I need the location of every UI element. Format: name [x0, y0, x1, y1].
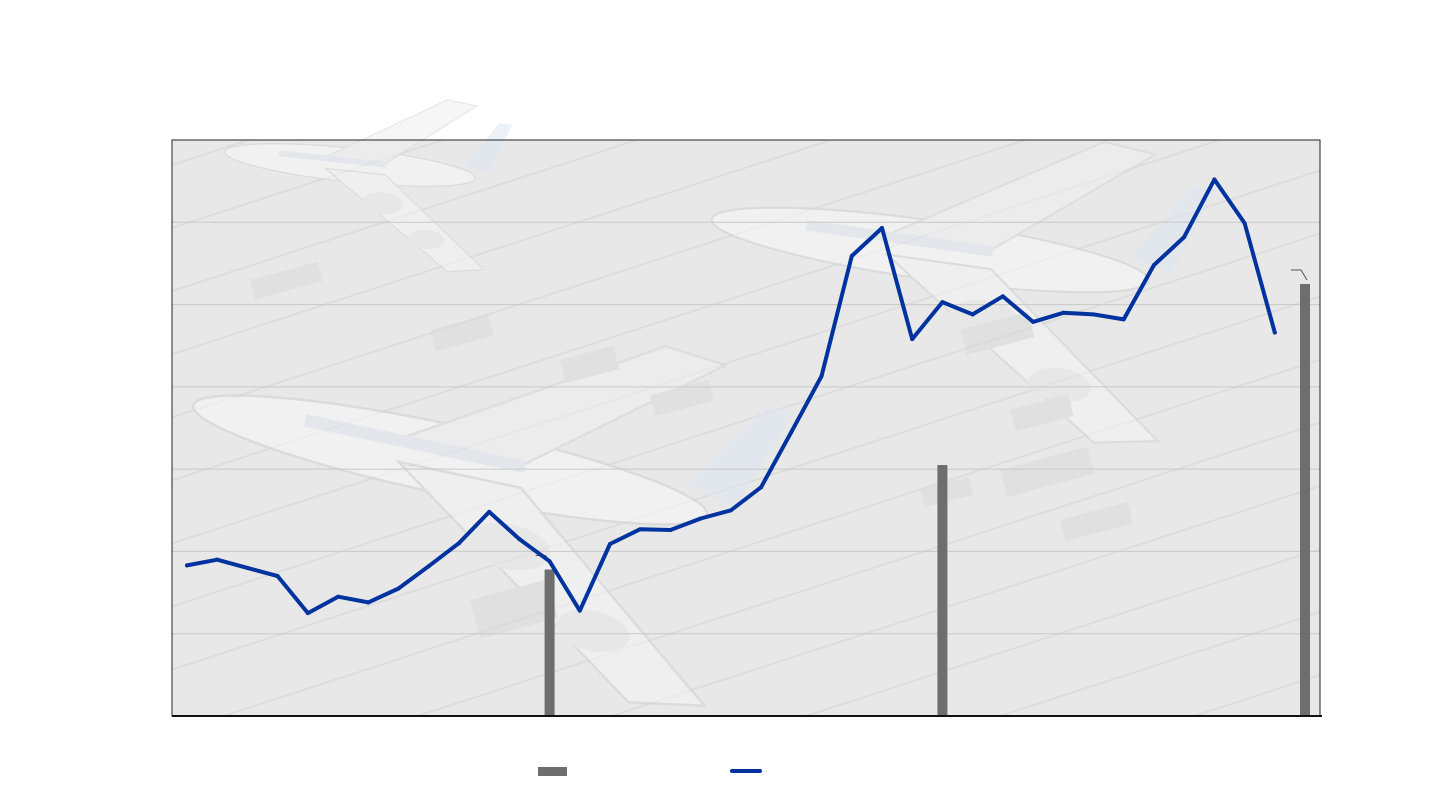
bar — [544, 569, 555, 716]
line-point — [215, 557, 220, 562]
ground-vehicle — [250, 261, 323, 300]
line-point — [940, 300, 945, 305]
line-point — [1182, 235, 1187, 240]
line-point — [1061, 310, 1066, 315]
ground-vehicle — [650, 379, 714, 417]
line-point — [668, 528, 673, 533]
airplane — [710, 140, 1217, 444]
livery-stripe — [278, 150, 387, 168]
tail — [1130, 186, 1217, 274]
line-point — [1121, 317, 1126, 322]
line-point — [577, 608, 582, 613]
ground-vehicle — [470, 579, 558, 639]
legend — [0, 755, 1440, 785]
engine — [1028, 367, 1091, 403]
line-point — [366, 600, 371, 605]
ground-vehicle — [1010, 394, 1074, 432]
line-point — [517, 537, 522, 542]
bar — [1300, 284, 1310, 716]
line-point — [336, 594, 341, 599]
line-point — [487, 509, 492, 514]
line-point — [1242, 221, 1247, 226]
line-point — [396, 586, 401, 591]
line-point — [1000, 294, 1005, 299]
line-point — [910, 337, 915, 342]
plot-frame — [171, 139, 1322, 717]
annotation-leader — [1291, 269, 1308, 281]
wing — [883, 253, 1161, 444]
line-point — [547, 559, 552, 564]
engine — [466, 522, 551, 571]
ground-vehicle — [560, 345, 620, 384]
legend-line-swatch — [730, 769, 762, 773]
line-point — [275, 574, 280, 579]
line-point — [305, 611, 310, 616]
ground-vehicle — [999, 446, 1095, 498]
line-point — [1212, 177, 1217, 182]
line-point — [759, 485, 764, 490]
ground-vehicle — [430, 314, 494, 352]
engine — [408, 229, 445, 250]
line-point — [819, 374, 824, 379]
ground-vehicle — [960, 311, 1035, 356]
airplane — [224, 99, 513, 273]
line-point — [638, 527, 643, 532]
line-point — [1151, 263, 1156, 268]
line-point — [789, 430, 794, 435]
ground-vehicle — [1060, 501, 1134, 542]
line-point — [849, 254, 854, 259]
tail — [464, 123, 513, 174]
line-point — [728, 508, 733, 513]
line-point — [1031, 319, 1036, 324]
line-point — [1091, 312, 1096, 317]
engine — [361, 192, 403, 215]
grid-lines — [172, 221, 1320, 635]
line-point — [245, 565, 250, 570]
line-point — [185, 563, 189, 568]
line-point — [970, 312, 975, 317]
bar-series — [544, 284, 1310, 716]
wing — [323, 167, 486, 273]
line-point — [1272, 330, 1277, 335]
line-point — [456, 541, 461, 546]
livery-stripe — [805, 219, 995, 257]
engine — [555, 609, 630, 652]
line-series — [185, 177, 1277, 616]
tail — [687, 406, 796, 508]
legend-bar-swatch — [538, 767, 567, 776]
bar — [937, 465, 948, 716]
line-point — [698, 516, 703, 521]
line-point — [608, 542, 613, 547]
line-point — [879, 226, 884, 231]
line-point — [426, 564, 431, 569]
livery-stripe — [303, 414, 527, 474]
